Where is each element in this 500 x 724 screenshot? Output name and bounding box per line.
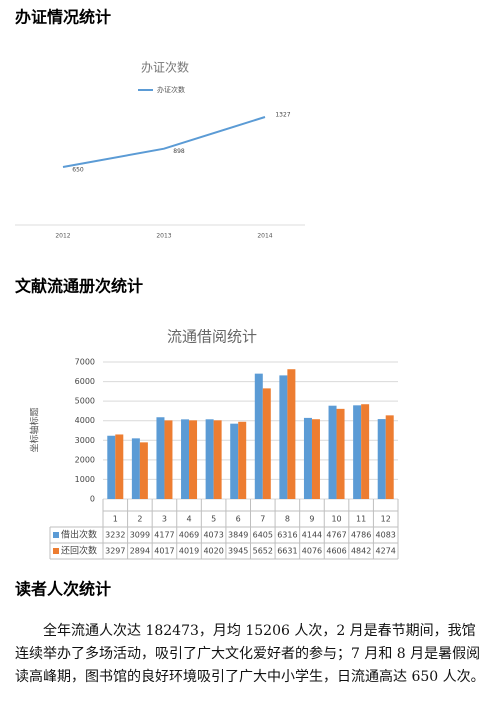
table-value: 4842 <box>351 547 371 556</box>
heading: 读者人次统计 <box>15 580 111 599</box>
data-label: 1327 <box>275 112 290 119</box>
table-value: 5652 <box>253 547 273 556</box>
y-tick-label: 0 <box>90 495 95 504</box>
bar <box>287 369 296 499</box>
table-value: 4020 <box>203 547 223 556</box>
bar <box>353 405 362 499</box>
bar <box>139 442 148 499</box>
x-tick-label: 2 <box>137 515 142 524</box>
table-value: 3099 <box>130 531 150 540</box>
legend-swatch <box>53 532 59 538</box>
table-value: 3297 <box>105 547 125 556</box>
table-value: 3945 <box>228 547 248 556</box>
bar <box>328 405 337 499</box>
table-value: 4083 <box>376 531 396 540</box>
paragraph: 全年流通人次达 182473，月均 15206 人次，2 月是春节期间，我馆连续… <box>15 623 485 685</box>
y-tick-label: 3000 <box>75 436 95 445</box>
bar <box>189 420 198 499</box>
chart-title: 办证次数 <box>141 60 189 75</box>
table-value: 4019 <box>179 547 199 556</box>
table-value: 3849 <box>228 531 248 540</box>
table-value: 4767 <box>326 531 346 540</box>
x-tick-label: 7 <box>260 515 265 524</box>
x-tick-label: 12 <box>381 515 391 524</box>
x-tick-label: 10 <box>331 515 341 524</box>
bar <box>303 417 312 499</box>
legend-label: 借出次数 <box>61 529 97 541</box>
bar <box>230 423 239 499</box>
table-value: 4786 <box>351 531 371 540</box>
bar <box>254 373 263 499</box>
legend-label: 还回次数 <box>61 545 97 557</box>
bar <box>279 375 288 499</box>
y-tick-label: 5000 <box>75 397 95 406</box>
x-tick-label: 2014 <box>257 233 272 240</box>
bar <box>107 435 116 499</box>
x-tick-label: 1 <box>113 515 118 524</box>
x-tick-label: 5 <box>211 515 216 524</box>
y-tick-label: 2000 <box>75 455 95 464</box>
y-tick-label: 4000 <box>75 416 95 425</box>
bar <box>238 421 247 499</box>
bar <box>205 419 214 499</box>
bar <box>131 438 140 499</box>
bar <box>385 415 394 499</box>
legend-swatch <box>53 548 59 554</box>
table-value: 6405 <box>253 531 273 540</box>
table-value: 4076 <box>302 547 322 556</box>
table-value: 2894 <box>130 547 150 556</box>
table-value: 6631 <box>277 547 297 556</box>
bar <box>377 419 386 499</box>
x-tick-label: 2013 <box>156 233 171 240</box>
data-label: 898 <box>173 148 185 155</box>
bar <box>181 419 190 499</box>
y-tick-label: 7000 <box>75 358 95 367</box>
y-axis-label: 坐标轴标题 <box>29 407 41 452</box>
x-tick-label: 2012 <box>55 233 70 240</box>
bar <box>311 419 320 499</box>
bar <box>115 434 124 499</box>
heading: 文献流通册次统计 <box>15 277 143 296</box>
table-value: 4274 <box>376 547 396 556</box>
bar <box>262 388 271 499</box>
table-value: 4177 <box>154 531 174 540</box>
x-tick-label: 4 <box>186 515 191 524</box>
y-tick-label: 1000 <box>75 475 95 484</box>
table-value: 6316 <box>277 531 297 540</box>
table-value: 4073 <box>203 531 223 540</box>
heading: 办证情况统计 <box>15 8 111 27</box>
table-value: 4017 <box>154 547 174 556</box>
bar <box>156 417 165 499</box>
x-tick-label: 6 <box>236 515 241 524</box>
table-value: 4144 <box>302 531 322 540</box>
data-label: 650 <box>72 167 84 174</box>
x-tick-label: 11 <box>356 515 366 524</box>
line <box>62 116 266 168</box>
bar <box>336 408 345 499</box>
x-tick-label: 8 <box>285 515 290 524</box>
y-tick-label: 6000 <box>75 377 95 386</box>
table-value: 4606 <box>326 547 346 556</box>
x-tick-label: 9 <box>309 515 314 524</box>
bar <box>361 404 370 499</box>
legend-label: 办证次数 <box>157 85 185 94</box>
bar <box>213 420 222 499</box>
chart-title: 流通借阅统计 <box>167 328 257 346</box>
table-value: 3232 <box>105 531 125 540</box>
x-tick-label: 3 <box>162 515 167 524</box>
bar <box>164 420 173 499</box>
table-value: 4069 <box>179 531 199 540</box>
